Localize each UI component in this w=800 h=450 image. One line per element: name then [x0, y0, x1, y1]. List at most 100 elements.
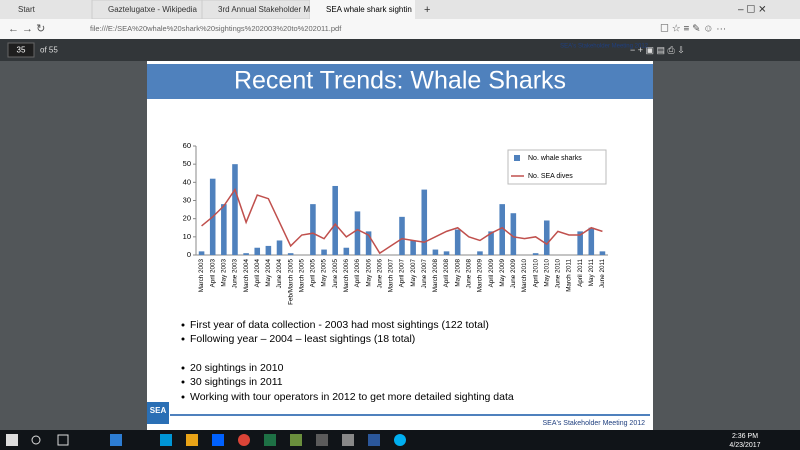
pdf-toolbar: [0, 39, 800, 61]
page-input[interactable]: [7, 42, 35, 58]
app-plants[interactable]: [290, 434, 302, 446]
bar: [354, 211, 361, 255]
bullet-dot: [181, 323, 185, 327]
bullet-dot: [181, 337, 185, 341]
app-chrome[interactable]: [238, 434, 250, 446]
bar: [198, 251, 205, 255]
slide-title: Recent Trends: Whale Sharks: [234, 67, 566, 95]
nav-buttons[interactable]: ← → ↻: [8, 23, 45, 35]
logo-text: SEA: [150, 406, 167, 415]
bar: [287, 253, 294, 255]
x-tick-label: March 2005: [298, 259, 305, 293]
x-tick-label: March 2011: [566, 259, 573, 292]
app-dropbox[interactable]: [212, 434, 224, 446]
x-tick-label: June 2003: [232, 259, 239, 289]
toolbar-icons[interactable]: ☐ ☆ ≡ ✎ ☺ ···: [660, 24, 726, 35]
active-tab[interactable]: [310, 0, 415, 19]
app-word[interactable]: [368, 434, 380, 446]
clock-date: 4/23/2017: [729, 442, 760, 449]
title-band: [147, 64, 653, 99]
clock-time: 2:36 PM: [732, 433, 758, 440]
y-tick-label: 30: [183, 195, 191, 204]
bar: [399, 216, 405, 255]
logo: [147, 402, 169, 424]
x-tick-label: April 2008: [443, 259, 450, 288]
address[interactable]: file:///E:/SEA%20whale%20shark%20sightin…: [90, 24, 342, 33]
x-tick-label: June 2004: [276, 259, 283, 289]
x-tick-label: June 2007: [421, 259, 428, 289]
bullet: First year of data collection - 2003 had…: [190, 319, 489, 331]
bar: [221, 204, 227, 255]
x-tick-label: March 2003: [198, 259, 205, 293]
address-row: [0, 19, 800, 39]
pdf-tools[interactable]: − + ▣ ▤ ⎙ ⇩: [630, 45, 685, 55]
bar: [588, 227, 595, 255]
x-tick-label: June 2005: [332, 259, 339, 289]
app-hp[interactable]: [160, 434, 172, 446]
x-tick-label: May 2011: [588, 259, 595, 287]
x-tick-label: April 2009: [488, 259, 495, 288]
bar: [454, 229, 461, 255]
bar: [577, 231, 583, 255]
line: [201, 187, 603, 255]
x-tick-label: May 2008: [454, 259, 461, 287]
bar: [265, 245, 272, 255]
bar: [365, 231, 372, 255]
x-tick-label: June 2008: [465, 259, 472, 289]
x-tick-label: April 2011: [577, 259, 584, 287]
bar: [243, 253, 249, 255]
bar: [510, 213, 517, 255]
window-controls[interactable]: – ☐ ✕: [738, 5, 766, 16]
bar: [443, 251, 450, 255]
footer: SEA's Stakeholder Meeting 2012: [542, 420, 645, 427]
bar: [499, 204, 505, 255]
tab-label: 3rd Annual Stakeholder Mee: [218, 5, 320, 14]
bar: [232, 164, 238, 255]
bullet-dot: [181, 366, 185, 370]
slide-header: SEA's Stakeholder Meeting 2012: [560, 44, 649, 50]
x-tick-label: May 2005: [321, 259, 328, 287]
task-view[interactable]: [57, 434, 69, 446]
y-tick-label: 0: [187, 250, 191, 259]
app-edge[interactable]: [110, 434, 122, 446]
x-tick-label: May 2009: [499, 259, 506, 287]
tab-label: Start: [18, 5, 36, 14]
app-skype[interactable]: [394, 434, 406, 446]
x-tick-label: June 2010: [555, 259, 562, 289]
new-tab[interactable]: +: [424, 4, 430, 16]
tab-label: SEA whale shark sightin: [326, 5, 412, 14]
y-tick-label: 50: [183, 159, 191, 168]
bar: [276, 240, 283, 255]
y-tick-label: 40: [183, 177, 191, 186]
bar: [432, 249, 439, 255]
search[interactable]: [31, 435, 41, 445]
x-tick-label: May 2007: [410, 259, 417, 287]
y-tick-label: 60: [183, 141, 191, 150]
bullet: 30 sightings in 2011: [190, 376, 283, 388]
page-number: 35: [17, 46, 26, 55]
bullet: 20 sightings in 2010: [190, 362, 284, 374]
app-excel[interactable]: [264, 434, 276, 446]
x-tick-label: Feb/March 2005: [287, 259, 294, 305]
app-files[interactable]: [186, 434, 198, 446]
app-calc[interactable]: [342, 434, 354, 446]
legend-label: No. whale sharks: [528, 155, 582, 162]
x-tick-label: May 2010: [543, 259, 550, 287]
page-total: of 55: [40, 46, 58, 55]
bar: [321, 249, 327, 255]
x-tick-label: March 2008: [432, 259, 439, 293]
x-tick-label: April 2003: [209, 259, 216, 288]
bar: [343, 247, 350, 255]
tab[interactable]: [0, 0, 90, 19]
legend-swatch: [514, 155, 520, 161]
x-tick-label: March 2010: [521, 259, 528, 293]
x-tick-label: April 2006: [354, 259, 361, 288]
bullet: Following year – 2004 – least sightings …: [190, 333, 415, 345]
app-media[interactable]: [316, 434, 328, 446]
legend-label: No. SEA dives: [528, 173, 573, 180]
x-tick-label: March 2004: [243, 259, 250, 293]
start-button[interactable]: [6, 434, 18, 446]
bar: [254, 247, 261, 255]
bullet-dot: [181, 395, 185, 399]
bar: [543, 220, 550, 255]
